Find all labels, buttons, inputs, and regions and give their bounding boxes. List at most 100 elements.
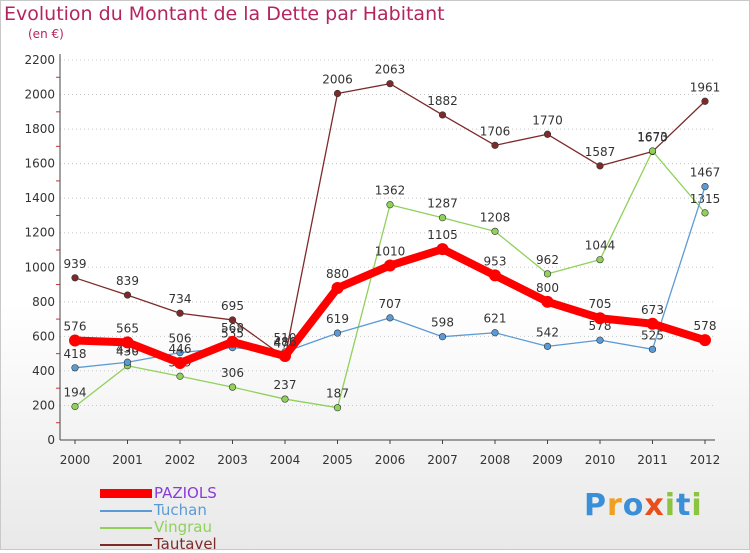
data-point (121, 336, 134, 349)
x-tick-label: 2009 (532, 453, 563, 467)
data-point (226, 335, 239, 348)
data-label: 1706 (480, 124, 511, 138)
logo-letter: P (584, 488, 607, 523)
data-point (543, 270, 552, 278)
data-label: 194 (64, 385, 87, 399)
data-label: 568 (221, 321, 244, 335)
data-point (491, 227, 499, 235)
data-point (71, 402, 79, 411)
y-tick-label: 1000 (24, 260, 55, 274)
y-tick-label: 1800 (24, 122, 55, 136)
data-point (596, 256, 604, 264)
data-label: 939 (64, 257, 87, 271)
data-label: 418 (64, 347, 87, 361)
legend-item: Tuchan (100, 502, 217, 519)
data-point (281, 395, 289, 403)
data-point (701, 183, 709, 191)
x-tick-label: 2000 (60, 453, 91, 467)
data-label: 542 (536, 325, 559, 339)
y-tick-label: 2000 (24, 88, 55, 102)
y-tick-label: 1400 (24, 191, 55, 205)
data-label: 2063 (375, 63, 406, 77)
data-label: 673 (641, 303, 664, 317)
data-label: 953 (484, 254, 507, 268)
data-point (489, 269, 501, 282)
data-point (491, 141, 499, 149)
data-label: 1587 (585, 145, 616, 159)
x-tick-label: 2003 (217, 453, 248, 467)
legend-item: Tautavel (100, 536, 217, 553)
data-label: 486 (274, 335, 297, 349)
logo-letter: r (607, 488, 623, 523)
legend-item: PAZIOLS (100, 485, 217, 502)
data-label: 619 (326, 312, 349, 326)
data-label: 839 (116, 274, 139, 288)
data-label: 598 (431, 316, 454, 330)
data-label: 1673 (637, 130, 668, 144)
data-point (438, 333, 447, 341)
x-tick-label: 2005 (322, 453, 353, 467)
legend-label: Tautavel (154, 535, 217, 553)
data-label: 1362 (375, 184, 406, 198)
logo-letter: o (622, 488, 645, 523)
legend-label: Tuchan (154, 501, 207, 519)
legend-swatch (100, 489, 152, 498)
data-point (228, 383, 237, 391)
chart-subtitle: (en €) (28, 27, 64, 41)
legend-item: Vingrau (100, 519, 217, 536)
y-tick-label: 2200 (24, 53, 55, 67)
data-point (646, 317, 659, 330)
data-point (176, 372, 184, 380)
data-label: 306 (221, 366, 244, 380)
data-point (123, 291, 132, 299)
data-label: 1315 (690, 192, 721, 206)
logo-letter: i (691, 488, 703, 523)
logo-letter: i (664, 488, 677, 523)
data-point (701, 209, 709, 217)
data-point (701, 97, 709, 105)
y-tick-label: 200 (32, 398, 55, 412)
x-tick-label: 2007 (427, 453, 458, 467)
data-label: 880 (326, 267, 349, 281)
data-point (594, 312, 606, 325)
data-point (648, 147, 657, 155)
data-label: 962 (536, 253, 559, 267)
x-tick-label: 2002 (165, 453, 196, 467)
data-point (436, 243, 449, 256)
data-label: 565 (116, 321, 139, 335)
data-label: 705 (589, 297, 612, 311)
data-point (596, 336, 604, 344)
chart-title: Evolution du Montant de la Dette par Hab… (4, 3, 445, 25)
logo-letter: x (644, 488, 665, 523)
data-point (176, 349, 184, 357)
data-label: 1208 (480, 210, 511, 224)
x-tick-label: 2008 (480, 453, 511, 467)
data-label: 1670 (637, 131, 668, 145)
data-label: 734 (169, 292, 192, 306)
data-label: 237 (274, 378, 297, 392)
proxiti-logo: Proxiti (584, 488, 703, 523)
x-tick-label: 2012 (690, 453, 721, 467)
data-label: 535 (221, 327, 244, 341)
legend-swatch (100, 526, 152, 529)
y-tick-label: 1200 (24, 226, 55, 240)
legend-swatch (100, 509, 152, 512)
legend-swatch (100, 543, 152, 546)
data-label: 578 (694, 319, 717, 333)
data-label: 800 (536, 281, 559, 295)
data-point (648, 345, 657, 353)
data-label: 2006 (322, 73, 353, 87)
data-point (71, 274, 79, 282)
data-point (386, 80, 394, 88)
x-tick-label: 2011 (637, 453, 668, 467)
data-point (438, 111, 447, 119)
data-point (541, 295, 554, 308)
data-point (491, 329, 499, 337)
legend-label: PAZIOLS (154, 484, 217, 502)
data-point (331, 282, 344, 294)
data-point (699, 334, 711, 347)
data-point (438, 214, 447, 222)
data-label: 576 (64, 320, 87, 334)
y-tick-label: 600 (32, 329, 55, 343)
x-tick-label: 2006 (375, 453, 406, 467)
